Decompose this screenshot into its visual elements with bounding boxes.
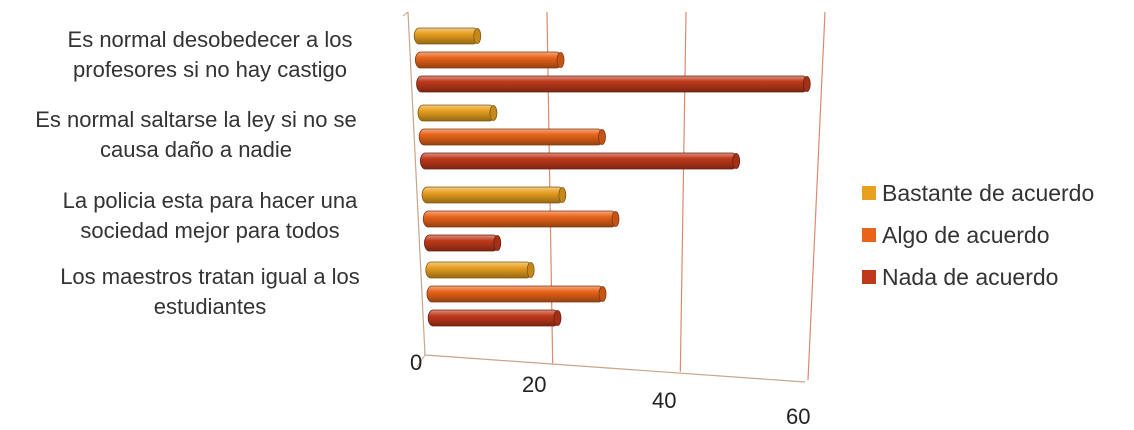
category-label-line: Es normal saltarse la ley si no se	[35, 107, 357, 132]
bar-4-algo-de-acuerdo	[426, 285, 604, 303]
tick-label-20: 20	[522, 372, 547, 397]
category-label-line: Es normal desobedecer a los	[67, 27, 353, 52]
floor-edge-front	[416, 354, 426, 368]
legend-label: Bastante de acuerdo	[882, 179, 1095, 206]
bar-cap	[526, 262, 535, 278]
bar-3-algo-de-acuerdo	[422, 210, 617, 228]
bar-2-bastante-de-acuerdo	[417, 104, 495, 122]
bar-2-nada-de-acuerdo	[419, 152, 738, 170]
bar-cap	[556, 52, 565, 68]
left-wall	[407, 11, 426, 356]
category-label-line: estudiantes	[153, 294, 267, 319]
bar-cap	[558, 187, 567, 203]
category-label-line: La policia esta para hacer una	[62, 188, 358, 213]
tick-label-0: 0	[410, 350, 423, 375]
category-label: Es normal desobedecer a los profesores si…	[10, 25, 410, 85]
bar-cap	[489, 105, 498, 121]
category-label: Es normal saltarse la ley si no se causa …	[0, 105, 396, 165]
tick-label-60: 60	[786, 404, 811, 429]
bar-cap	[598, 286, 607, 302]
bar-3-nada-de-acuerdo	[424, 234, 499, 252]
category-label-line: Los maestros tratan igual a los	[60, 264, 360, 289]
legend: Bastante de acuerdo Algo de acuerdo Nada d…	[862, 180, 1094, 306]
category-label-line: sociedad mejor para todos	[80, 218, 340, 243]
floor-edge	[424, 354, 806, 383]
bar-1-nada-de-acuerdo	[416, 75, 809, 93]
legend-item: Nada de acuerdo	[862, 264, 1094, 290]
bar-cap	[802, 76, 811, 92]
gridline-60	[807, 11, 826, 381]
category-label-line: causa daño a nadie	[99, 137, 293, 162]
category-label: La policia esta para hacer una sociedad m…	[10, 186, 410, 246]
legend-item: Algo de acuerdo	[862, 222, 1094, 248]
bar-4-nada-de-acuerdo	[427, 309, 559, 327]
bar-cap	[493, 235, 502, 251]
bar-cap	[553, 310, 562, 326]
legend-swatch	[862, 228, 876, 242]
bar-cap	[598, 129, 606, 145]
chart-walls	[402, 11, 806, 383]
legend-label: Algo de acuerdo	[882, 221, 1050, 248]
bar-cap	[473, 28, 482, 44]
tick-label-40: 40	[652, 388, 677, 413]
legend-item: Bastante de acuerdo	[862, 180, 1094, 206]
bar-2-algo-de-acuerdo	[418, 128, 604, 146]
category-label-line: profesores si no hay castigo	[73, 57, 347, 82]
gridline-40	[679, 11, 687, 372]
legend-swatch	[862, 270, 876, 284]
chart-gridlines	[546, 11, 826, 381]
bar-4-bastante-de-acuerdo	[425, 261, 533, 279]
chart-bars	[413, 27, 811, 327]
category-label: Los maestros tratan igual a los estudiant…	[10, 262, 410, 322]
bar-cap	[732, 153, 741, 169]
bar-cap	[611, 211, 620, 227]
bar-1-bastante-de-acuerdo	[413, 27, 479, 45]
bar-1-algo-de-acuerdo	[414, 51, 562, 69]
wall-edge	[402, 11, 409, 17]
legend-swatch	[862, 186, 876, 200]
legend-label: Nada de acuerdo	[882, 263, 1059, 290]
bar-3-bastante-de-acuerdo	[421, 186, 564, 204]
